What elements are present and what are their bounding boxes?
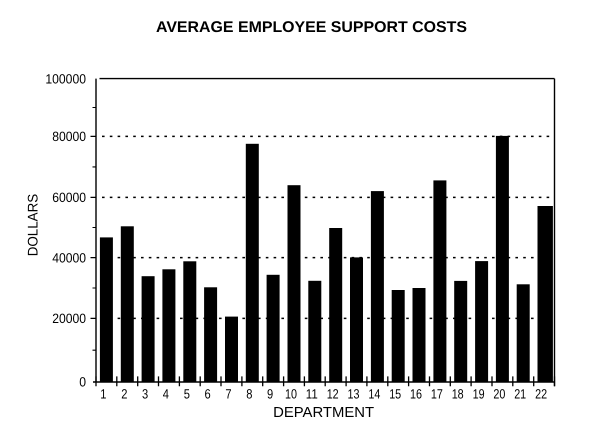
svg-text:1: 1	[100, 387, 106, 402]
svg-text:13: 13	[348, 387, 360, 402]
svg-text:4: 4	[163, 387, 170, 402]
svg-text:0: 0	[79, 375, 86, 390]
svg-text:20: 20	[493, 387, 505, 402]
svg-text:9: 9	[267, 387, 273, 402]
svg-text:22: 22	[535, 387, 547, 402]
svg-text:15: 15	[389, 387, 401, 402]
svg-text:5: 5	[184, 387, 190, 402]
svg-text:21: 21	[514, 387, 526, 402]
svg-text:3: 3	[142, 387, 148, 402]
svg-text:8: 8	[246, 387, 252, 402]
svg-text:10: 10	[285, 387, 297, 402]
svg-text:14: 14	[368, 387, 380, 402]
svg-text:DOLLARS: DOLLARS	[25, 194, 41, 257]
svg-text:7: 7	[225, 387, 231, 402]
svg-text:12: 12	[327, 387, 339, 402]
svg-text:18: 18	[452, 387, 464, 402]
svg-text:40000: 40000	[52, 250, 86, 265]
svg-text:100000: 100000	[45, 71, 86, 86]
svg-text:17: 17	[431, 387, 443, 402]
svg-text:80000: 80000	[52, 129, 86, 144]
svg-text:16: 16	[410, 387, 422, 402]
svg-text:11: 11	[306, 387, 318, 402]
svg-text:AVERAGE EMPLOYEE SUPPORT COSTS: AVERAGE EMPLOYEE SUPPORT COSTS	[156, 19, 467, 36]
svg-text:DEPARTMENT: DEPARTMENT	[273, 405, 374, 421]
svg-text:20000: 20000	[52, 311, 86, 326]
svg-text:2: 2	[121, 387, 127, 402]
svg-text:6: 6	[205, 387, 211, 402]
svg-text:60000: 60000	[52, 190, 86, 205]
svg-text:19: 19	[473, 387, 485, 402]
